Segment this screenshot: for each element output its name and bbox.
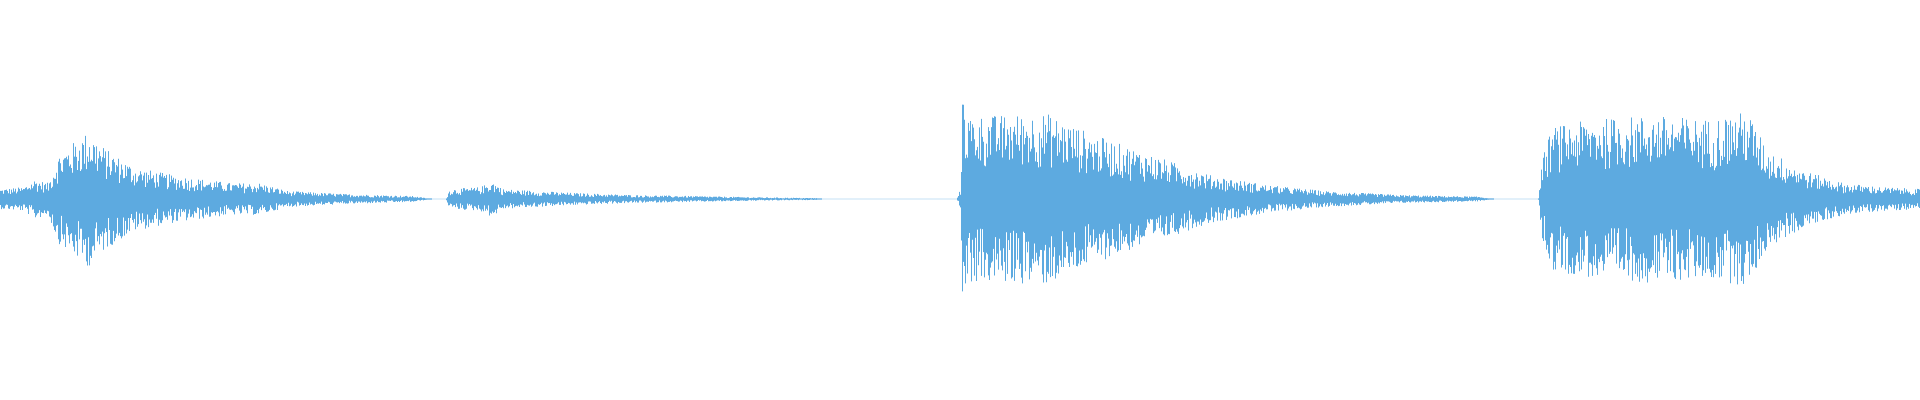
waveform-samples bbox=[0, 104, 1920, 292]
